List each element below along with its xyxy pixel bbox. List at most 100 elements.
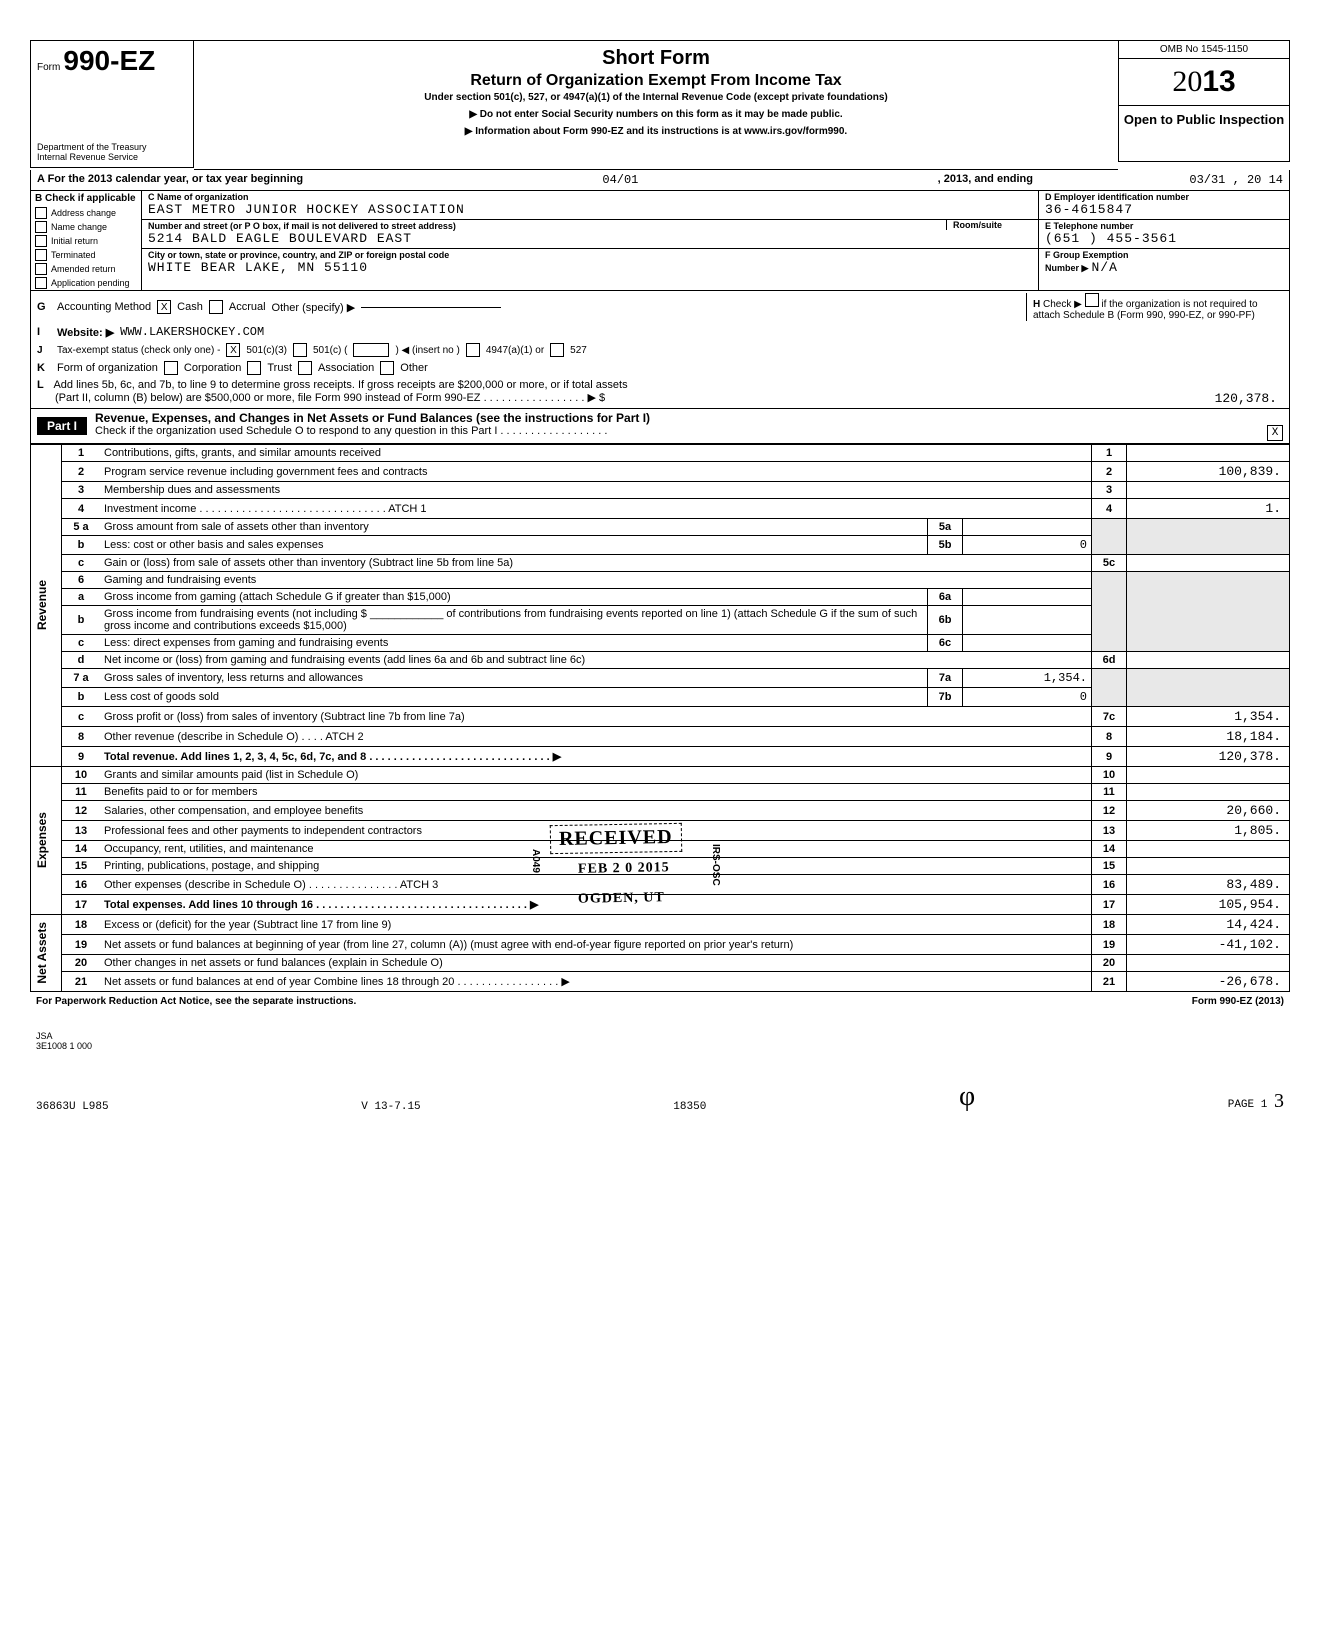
n8: 8 (62, 727, 101, 747)
form-number-box: Form 990-EZ Department of the Treasury I… (30, 40, 194, 168)
sn5a: 5a (928, 519, 963, 536)
chk-label: Amended return (51, 264, 116, 274)
form-number: 990-EZ (63, 45, 155, 76)
bottom-meta: 36863U L985 V 13-7.15 18350 φ PAGE 1 3 (30, 1051, 1290, 1117)
sv5b: 0 (963, 536, 1092, 555)
d14: Occupancy, rent, utilities, and maintena… (104, 843, 314, 855)
line-k: K Form of organization Corporation Trust… (31, 359, 1289, 377)
d12: Salaries, other compensation, and employ… (104, 805, 363, 817)
sched-o-check[interactable]: X (1267, 425, 1283, 441)
ein: 36-4615847 (1045, 202, 1283, 217)
d6a: Gross income from gaming (attach Schedul… (104, 591, 451, 603)
year-suffix: 13 (1202, 65, 1235, 98)
d10: Grants and similar amounts paid (list in… (104, 769, 358, 781)
a11 (1127, 784, 1290, 801)
line-a-label: A For the 2013 calendar year, or tax yea… (37, 173, 303, 187)
line-g: G Accounting Method X Cash Accrual Other… (31, 291, 1289, 323)
side-expenses: Expenses (35, 812, 49, 868)
chk-label: Application pending (51, 278, 130, 288)
line-l-text1: Add lines 5b, 6c, and 7b, to line 9 to d… (53, 379, 627, 391)
chk-name-change[interactable]: Name change (31, 220, 141, 234)
lines-table: Revenue 1 Contributions, gifts, grants, … (30, 444, 1290, 992)
row-5c: c Gain or (loss) from sale of assets oth… (31, 555, 1290, 572)
stamp-received: RECEIVED (550, 823, 682, 854)
arrow-ssn: ▶ Do not enter Social Security numbers o… (202, 109, 1110, 120)
chk-address-change[interactable]: Address change (31, 206, 141, 220)
chk-trust[interactable] (247, 361, 261, 375)
a21: -26,678. (1127, 972, 1290, 992)
a10 (1127, 767, 1290, 784)
chk-527[interactable] (550, 343, 564, 357)
other-specify-line[interactable] (361, 307, 501, 308)
r21: 21 (1092, 972, 1127, 992)
chk-cash-x: X (161, 302, 168, 313)
chk-initial-return[interactable]: Initial return (31, 234, 141, 248)
line-l: L Add lines 5b, 6c, and 7b, to line 9 to… (31, 377, 1289, 408)
chk-501c[interactable] (293, 343, 307, 357)
chk-sched-b[interactable] (1085, 293, 1099, 307)
d18: Excess or (deficit) for the year (Subtra… (104, 919, 391, 931)
n5b: b (62, 536, 101, 555)
r11: 11 (1092, 784, 1127, 801)
r10: 10 (1092, 767, 1127, 784)
chk-label: Name change (51, 222, 107, 232)
chk-cash[interactable]: X (157, 300, 171, 314)
side-revenue: Revenue (35, 580, 49, 630)
chk-terminated[interactable]: Terminated (31, 248, 141, 262)
sv7b: 0 (963, 688, 1092, 707)
a14 (1127, 841, 1290, 858)
lead-g: G (37, 301, 51, 313)
lead-i: I (37, 326, 51, 338)
d7b: Less cost of goods sold (104, 691, 219, 703)
n7a: 7 a (62, 669, 101, 688)
n4: 4 (62, 499, 101, 519)
h-check-label: Check ▶ (1043, 299, 1082, 310)
r1: 1 (1092, 445, 1127, 462)
chk-other-org[interactable] (380, 361, 394, 375)
open-inspection: Open to Public Inspection (1119, 105, 1289, 133)
n3: 3 (62, 482, 101, 499)
d13: Professional fees and other payments to … (104, 825, 422, 837)
a9: 120,378. (1127, 747, 1290, 767)
subtitle: Under section 501(c), 527, or 4947(a)(1)… (202, 92, 1110, 103)
col-b: B Check if applicable Address change Nam… (31, 191, 142, 290)
chk-accrual[interactable] (209, 300, 223, 314)
grp-number: N/A (1092, 260, 1118, 275)
lead-k: K (37, 362, 51, 374)
a19: -41,102. (1127, 935, 1290, 955)
d5a: Gross amount from sale of assets other t… (104, 521, 369, 533)
d17: Total expenses. Add lines 10 through 16 … (104, 899, 539, 911)
row-10: Expenses 10 Grants and similar amounts p… (31, 767, 1290, 784)
city-label: City or town, state or province, country… (148, 250, 1032, 260)
chk-4947[interactable] (466, 343, 480, 357)
row-9: 9 Total revenue. Add lines 1, 2, 3, 4, 5… (31, 747, 1290, 767)
a7c: 1,354. (1127, 707, 1290, 727)
stamp-layer: Revenue 1 Contributions, gifts, grants, … (30, 444, 1290, 992)
a5c (1127, 555, 1290, 572)
org-name: EAST METRO JUNIOR HOCKEY ASSOCIATION (148, 202, 1032, 217)
row-20: 20 Other changes in net assets or fund b… (31, 955, 1290, 972)
n12: 12 (62, 801, 101, 821)
501c-insert[interactable] (353, 343, 389, 357)
form-label: Form (37, 62, 60, 73)
chk-app-pending[interactable]: Application pending (31, 276, 141, 290)
d7c: Gross profit or (loss) from sales of inv… (104, 711, 465, 723)
tax-exempt-label: Tax-exempt status (check only one) - (57, 345, 220, 356)
n15: 15 (62, 858, 101, 875)
omb-number: OMB No 1545-1150 (1119, 41, 1289, 59)
sn6b: 6b (928, 606, 963, 635)
chk-corp[interactable] (164, 361, 178, 375)
a3 (1127, 482, 1290, 499)
chk-amended[interactable]: Amended return (31, 262, 141, 276)
r18: 18 (1092, 915, 1127, 935)
title-short-form: Short Form (202, 47, 1110, 70)
row-6d: d Net income or (loss) from gaming and f… (31, 652, 1290, 669)
chk-501c3[interactable]: X (226, 343, 240, 357)
r3: 3 (1092, 482, 1127, 499)
n9: 9 (62, 747, 101, 767)
chk-assoc[interactable] (298, 361, 312, 375)
r6d: 6d (1092, 652, 1127, 669)
arrow-info: ▶ Information about Form 990-EZ and its … (202, 126, 1110, 137)
chk-label: Address change (51, 208, 116, 218)
tel-row: E Telephone number (651 ) 455-3561 (1039, 220, 1289, 249)
